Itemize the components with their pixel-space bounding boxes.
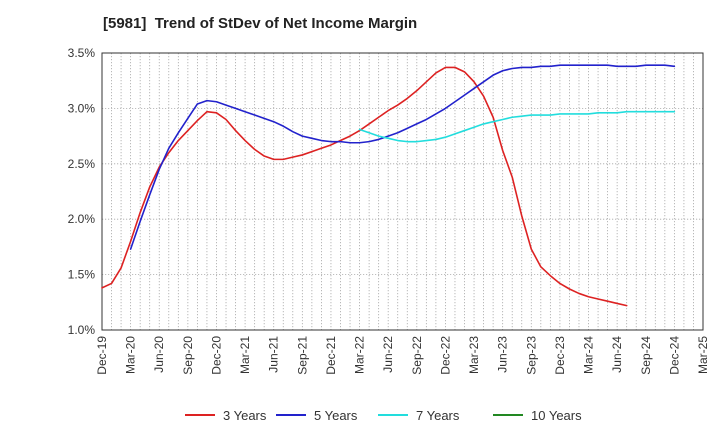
y-tick-label: 2.5%	[68, 157, 96, 171]
y-tick-label: 1.5%	[68, 268, 96, 282]
x-tick-label: Sep-23	[524, 336, 538, 375]
y-tick-label: 3.5%	[68, 46, 96, 60]
legend-label-3: 10 Years	[531, 408, 582, 423]
x-tick-label: Jun-22	[381, 336, 395, 373]
x-tick-label: Jun-20	[152, 336, 166, 373]
y-tick-label: 2.0%	[68, 212, 96, 226]
x-tick-label: Mar-25	[696, 336, 710, 374]
plot-area-border	[101, 52, 704, 331]
legend-label-2: 7 Years	[416, 408, 460, 423]
x-tick-label: Mar-24	[582, 336, 596, 374]
x-tick-label: Mar-22	[353, 336, 367, 374]
x-tick-label: Dec-22	[438, 336, 452, 375]
x-tick-label: Sep-24	[639, 336, 653, 375]
x-tick-label: Dec-21	[324, 336, 338, 375]
chart-title: [5981] Trend of StDev of Net Income Marg…	[103, 15, 418, 32]
x-tick-label: Jun-24	[610, 336, 624, 373]
y-tick-label: 1.0%	[68, 323, 96, 337]
x-tick-label: Mar-21	[238, 336, 252, 374]
x-tick-label: Sep-20	[181, 336, 195, 375]
x-tick-label: Dec-20	[209, 336, 223, 375]
y-tick-label: 3.0%	[68, 101, 96, 115]
x-tick-label: Jun-21	[267, 336, 281, 373]
x-tick-label: Mar-23	[467, 336, 481, 374]
x-tick-label: Dec-23	[553, 336, 567, 375]
x-tick-label: Sep-21	[295, 336, 309, 375]
x-tick-label: Mar-20	[124, 336, 138, 374]
legend-label-0: 3 Years	[223, 408, 267, 423]
x-tick-label: Dec-24	[667, 336, 681, 375]
series-line-0	[101, 66, 628, 307]
x-tick-label: Jun-23	[496, 336, 510, 373]
x-tick-label: Sep-22	[410, 336, 424, 375]
series-line-2	[358, 110, 676, 143]
x-tick-label: Dec-19	[95, 336, 109, 375]
series-line-1	[129, 64, 676, 250]
legend-label-1: 5 Years	[314, 408, 358, 423]
